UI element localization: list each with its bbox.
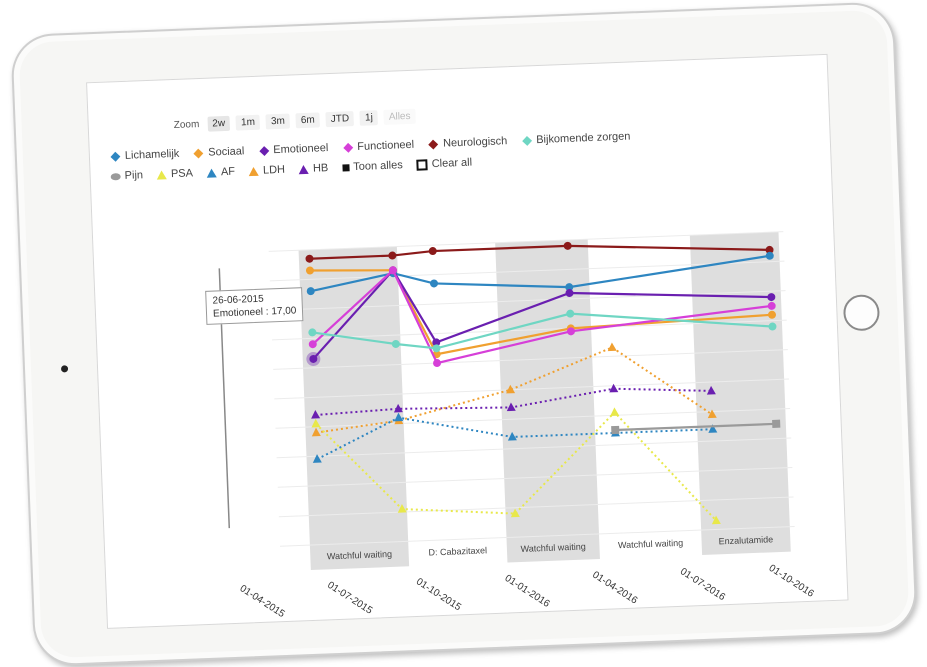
- chart-svg: Watchful waiting D: Cabazitaxel Watchful w…: [218, 231, 816, 620]
- data-point: [565, 283, 574, 292]
- home-button[interactable]: [842, 294, 881, 332]
- data-point: [305, 266, 314, 275]
- data-point: [506, 384, 516, 394]
- data-point: [767, 293, 776, 302]
- data-point: [607, 342, 617, 352]
- series-line: [615, 422, 777, 432]
- grid-line: [273, 349, 788, 370]
- grid-line: [274, 378, 789, 400]
- chart-tooltip: 26-06-2015 Emotioneel : 17,00: [205, 287, 304, 325]
- data-point: [772, 419, 781, 428]
- data-point: [610, 407, 620, 416]
- data-point: [428, 247, 437, 256]
- band-label: Watchful waiting: [618, 538, 684, 550]
- data-point: [507, 431, 517, 441]
- data-point: [711, 515, 721, 525]
- data-point: [432, 338, 441, 347]
- data-point: [563, 241, 572, 250]
- data-point: [566, 309, 575, 318]
- data-point: [768, 310, 777, 319]
- data-point: [306, 287, 315, 296]
- data-point: [397, 504, 407, 513]
- data-point: [566, 327, 575, 336]
- data-point: [311, 427, 321, 437]
- tablet-frame: Zoom 2w 1m 3m 6m JTD 1j Alles Lichamelij…: [10, 1, 918, 667]
- grid-line: [278, 496, 794, 518]
- data-point: [432, 344, 441, 353]
- band-label: Watchful waiting: [327, 549, 393, 561]
- data-point: [388, 251, 397, 260]
- data-point: [393, 403, 403, 413]
- x-tick-label: 01-04-2015: [238, 583, 287, 620]
- data-point: [506, 402, 516, 412]
- band-label: Watchful waiting: [520, 541, 586, 553]
- x-tick-label: 01-07-2015: [325, 580, 374, 617]
- series-line: [316, 346, 713, 434]
- grid-line: [275, 408, 791, 429]
- grid-line: [276, 437, 792, 459]
- x-tick-label: 01-07-2016: [678, 566, 727, 603]
- plot-band: [298, 246, 410, 571]
- data-point: [433, 359, 442, 368]
- data-point: [312, 454, 322, 463]
- band-label: Enzalutamide: [718, 534, 773, 546]
- data-point: [706, 385, 716, 395]
- data-point: [311, 418, 321, 428]
- data-point: [309, 354, 318, 363]
- data-point: [391, 339, 400, 348]
- grid-line: [279, 525, 795, 547]
- grid-line: [277, 466, 793, 488]
- grid-line: [268, 231, 784, 252]
- data-point: [767, 301, 776, 310]
- data-point: [308, 340, 317, 349]
- data-point: [308, 328, 317, 337]
- data-point: [707, 409, 717, 419]
- band-label: D: Cabazitaxel: [428, 545, 487, 557]
- data-point: [609, 383, 619, 393]
- data-point: [765, 251, 774, 260]
- data-point: [768, 322, 777, 331]
- data-point: [765, 245, 774, 254]
- highlight-point: [306, 351, 321, 366]
- data-point: [394, 412, 404, 422]
- series-line: [315, 410, 717, 522]
- grid-line: [272, 319, 787, 341]
- plot-band: [689, 231, 791, 556]
- data-point: [388, 266, 397, 275]
- camera-dot: [60, 365, 69, 373]
- data-point: [311, 409, 321, 419]
- x-tick-label: 01-01-2016: [503, 573, 552, 610]
- x-tick-label: 01-04-2016: [590, 570, 639, 607]
- x-tick-label: 01-10-2015: [414, 576, 463, 613]
- screen: Zoom 2w 1m 3m 6m JTD 1j Alles Lichamelij…: [86, 53, 849, 629]
- data-point: [611, 425, 620, 435]
- tooltip-text: Emotioneel : 17,00: [212, 305, 297, 320]
- grid-line: [269, 260, 785, 282]
- data-point: [708, 424, 718, 433]
- plot-band: [495, 239, 600, 563]
- data-point: [305, 254, 314, 263]
- data-point: [565, 289, 574, 298]
- data-point: [510, 508, 520, 518]
- data-point: [429, 279, 438, 288]
- x-tick-label: 01-10-2016: [767, 563, 816, 600]
- grid-line: [270, 290, 786, 311]
